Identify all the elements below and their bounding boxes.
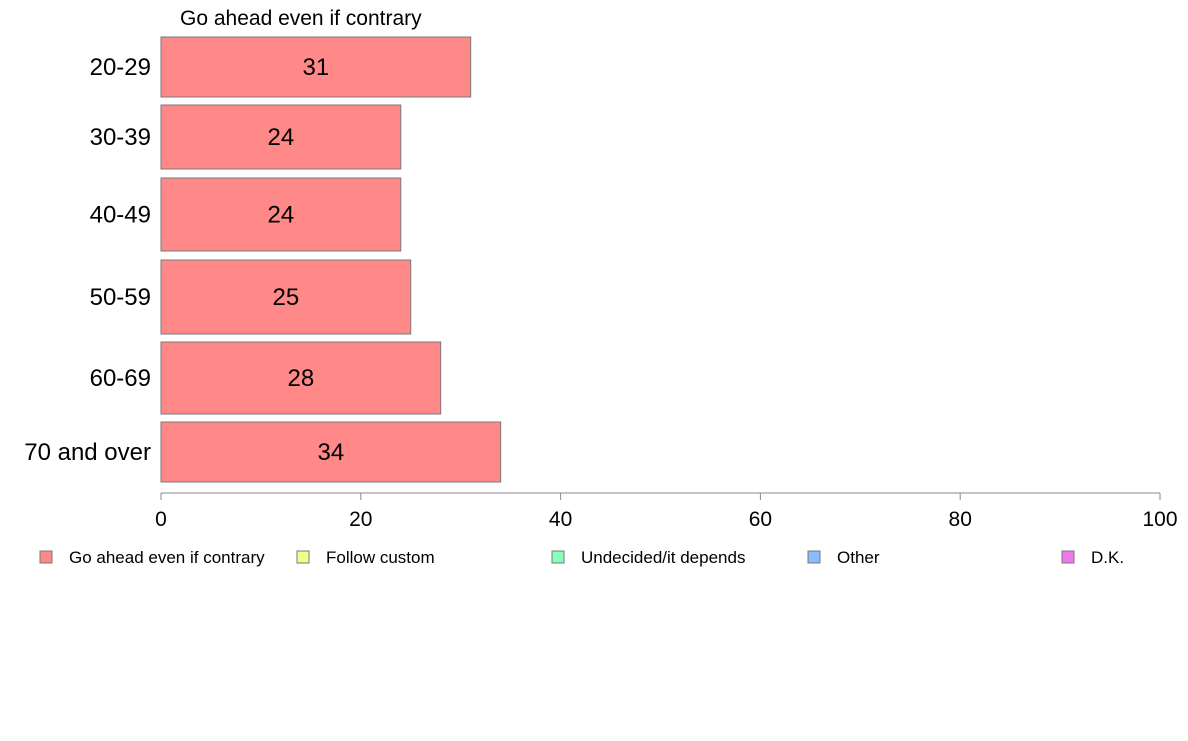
x-tick-label: 100 [1142, 508, 1177, 531]
legend-swatch [551, 550, 565, 564]
x-tick-label: 60 [749, 508, 772, 531]
category-label: 70 and over [24, 439, 151, 466]
x-tick-label: 0 [155, 508, 167, 531]
bar-60-69 [160, 341, 442, 415]
legend-swatch [296, 550, 310, 564]
legend-label: Other [837, 548, 880, 567]
legend-label: Go ahead even if contrary [69, 548, 265, 567]
category-label: 60-69 [90, 365, 151, 392]
legend-label: Undecided/it depends [581, 548, 745, 567]
bar-value-label: 34 [317, 439, 344, 466]
x-tick-label: 20 [349, 508, 372, 531]
legend-label: D.K. [1091, 548, 1124, 567]
legend-swatch [1061, 550, 1075, 564]
bar-20-29 [160, 36, 472, 98]
category-label: 40-49 [90, 202, 151, 229]
chart-title: Go ahead even if contrary [180, 7, 422, 30]
category-label: 20-29 [90, 54, 151, 81]
legend-swatch [39, 550, 53, 564]
bar-value-label: 24 [268, 202, 295, 229]
category-label: 50-59 [90, 284, 151, 311]
legend-label: Follow custom [326, 548, 435, 567]
bar-value-label: 31 [302, 54, 329, 81]
bar-30-39 [160, 104, 402, 170]
bar-value-label: 28 [288, 365, 315, 392]
x-tick-label: 40 [549, 508, 572, 531]
category-label: 30-39 [90, 124, 151, 151]
bar-70-and-over [160, 421, 502, 483]
bar-value-label: 25 [273, 284, 300, 311]
x-tick-label: 80 [949, 508, 972, 531]
legend-swatch [807, 550, 821, 564]
bar-value-label: 24 [268, 124, 295, 151]
bar-50-59 [160, 259, 412, 335]
bar-40-49 [160, 177, 402, 252]
